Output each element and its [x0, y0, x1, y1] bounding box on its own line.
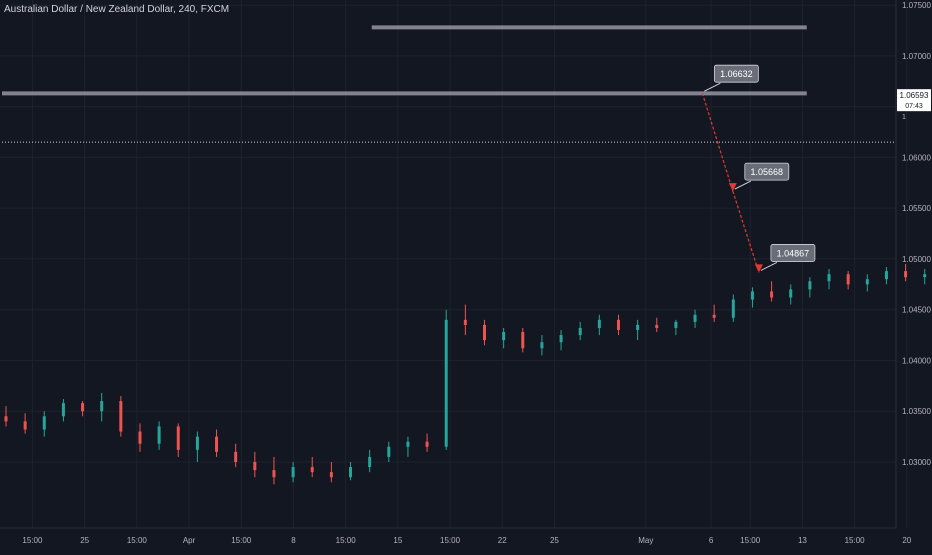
time-tick-label: 8 — [291, 536, 296, 545]
candle-body — [234, 452, 237, 462]
candle-body — [311, 467, 314, 472]
candle-body — [215, 437, 218, 452]
candle-body — [808, 281, 811, 289]
candle-body — [158, 426, 161, 443]
last-price-value: 1.06593 — [900, 91, 929, 100]
candle-body — [923, 274, 926, 277]
candle-body — [789, 289, 792, 297]
time-tick-label: 13 — [798, 536, 807, 545]
time-tick-label: 15:00 — [845, 536, 866, 545]
price-tick-label: 1.05000 — [902, 255, 931, 264]
candle-body — [483, 325, 486, 340]
candle-body — [866, 279, 869, 284]
time-tick-label: 15:00 — [22, 536, 43, 545]
candle-body — [770, 291, 773, 297]
candle-body — [24, 421, 27, 429]
candle-body — [43, 416, 46, 429]
crosshair-marker: 1 — [902, 114, 906, 121]
candle-body — [828, 274, 831, 281]
candle-body — [521, 332, 524, 348]
candle-body — [81, 403, 84, 411]
time-tick-label: 15:00 — [231, 536, 252, 545]
candle-body — [292, 467, 295, 477]
candle-body — [847, 274, 850, 284]
time-tick-label: 25 — [80, 536, 89, 545]
candle-body — [464, 320, 467, 325]
candle-body — [368, 457, 371, 467]
candle-body — [119, 401, 122, 431]
price-tick-label: 1.06000 — [902, 153, 931, 162]
candle — [119, 396, 122, 437]
candle-body — [598, 320, 601, 328]
candle-body — [138, 432, 141, 444]
callout-label: 1.05668 — [751, 167, 784, 177]
time-tick-label: 25 — [550, 536, 559, 545]
candle-body — [406, 442, 409, 447]
price-tick-label: 1.07500 — [902, 1, 931, 10]
candle-body — [540, 342, 543, 348]
candle-body — [694, 315, 697, 322]
time-tick-label: 22 — [498, 536, 507, 545]
time-tick-label: 15:00 — [740, 536, 761, 545]
time-tick-label: 15 — [393, 536, 402, 545]
candle-body — [62, 403, 65, 416]
candle-body — [904, 271, 907, 277]
time-tick-label: Apr — [183, 536, 196, 545]
candle-body — [196, 437, 199, 450]
candle-body — [579, 328, 582, 335]
candle-body — [253, 462, 256, 470]
candle-body — [5, 416, 8, 421]
price-tick-label: 1.03500 — [902, 407, 931, 416]
candle-body — [387, 447, 390, 457]
price-tick-label: 1.04000 — [902, 356, 931, 365]
candle-body — [100, 401, 103, 411]
candle-body — [445, 320, 448, 447]
candle-body — [713, 315, 716, 318]
callout-label: 1.06632 — [720, 69, 753, 79]
candle-body — [732, 300, 735, 318]
candle-body — [349, 467, 352, 477]
candle-body — [560, 335, 563, 342]
candle-body — [330, 472, 333, 477]
time-tick-label: May — [638, 536, 653, 545]
price-tick-label: 1.03000 — [902, 458, 931, 467]
candle-body — [885, 271, 888, 279]
candle-body — [426, 442, 429, 447]
symbol-title: Australian Dollar / New Zealand Dollar, … — [4, 4, 229, 15]
bar-countdown: 07:43 — [905, 103, 923, 110]
candle-body — [655, 325, 658, 328]
candle-body — [617, 320, 620, 330]
time-tick-label: 15:00 — [440, 536, 461, 545]
time-tick-label: 15:00 — [336, 536, 357, 545]
candle-body — [674, 322, 677, 328]
price-tick-label: 1.04500 — [902, 306, 931, 315]
callout-label: 1.04867 — [777, 248, 810, 258]
candle-body — [636, 325, 639, 330]
candle-body — [502, 332, 505, 340]
candle-body — [272, 470, 275, 477]
candle — [445, 310, 448, 450]
candle-body — [751, 291, 754, 299]
price-tick-label: 1.07000 — [902, 52, 931, 61]
time-tick-label: 20 — [902, 536, 911, 545]
time-tick-label: 15:00 — [127, 536, 148, 545]
candle-body — [177, 426, 180, 449]
time-tick-label: 6 — [709, 536, 714, 545]
price-tick-label: 1.05500 — [902, 204, 931, 213]
